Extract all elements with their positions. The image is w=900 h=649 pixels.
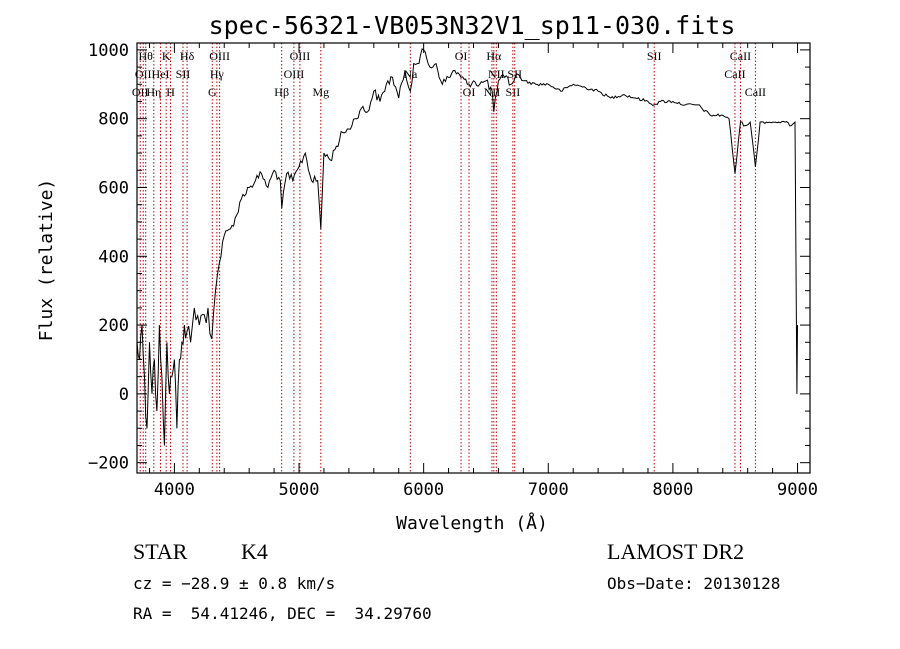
line-marker-label-23: SII	[507, 67, 522, 81]
y-tick-label-0: −200	[88, 454, 129, 474]
object-class: STAR	[133, 539, 188, 564]
survey-name: LAMOST DR2	[607, 539, 745, 564]
line-marker-label-24: SII	[647, 49, 662, 63]
y-tick-label-1: 0	[119, 385, 129, 405]
y-tick-label-6: 1000	[88, 41, 129, 61]
line-marker-label-2: Hθ	[139, 49, 154, 63]
x-axis-label: Wavelength (Å)	[396, 512, 548, 534]
x-tick-label-0: 4000	[154, 480, 195, 500]
line-marker-label-7: SII	[176, 67, 191, 81]
y-tick-label-3: 400	[98, 247, 129, 267]
object-subclass: K4	[241, 539, 268, 564]
coordinates-text: RA = 54.41246, DEC = 34.29760	[133, 604, 432, 623]
line-marker-label-0: OII	[132, 85, 149, 99]
y-axis-label: Flux (relative)	[36, 179, 57, 342]
line-marker-label-20: Hα	[486, 49, 502, 63]
line-marker-label-12: Hβ	[274, 85, 289, 99]
line-marker-label-25: CaII	[724, 67, 745, 81]
line-marker-label-14: OIII	[290, 49, 311, 63]
line-marker-label-9: G	[208, 85, 217, 99]
x-tick-label-5: 9000	[777, 480, 818, 500]
line-marker-label-6: H	[166, 85, 175, 99]
x-tick-label-4: 8000	[652, 480, 693, 500]
x-tick-label-3: 7000	[528, 480, 569, 500]
y-tick-label-2: 200	[98, 316, 129, 336]
axes: 4000 5000 6000 7000 8000 9000 −200 0 200 400 600 80…	[88, 41, 818, 500]
line-marker-label-18: OI	[463, 85, 476, 99]
chart-title: spec-56321-VB053N32V1_sp11-030.fits	[209, 11, 736, 40]
line-marker-label-26: CaII	[730, 49, 751, 63]
line-marker-label-17: OI	[455, 49, 468, 63]
line-marker-label-11: OIII	[209, 49, 230, 63]
emission-line-markers: OIIOIIHθHηHeIKHSIIHδGHγOIIIHβOIIIOIIIMgN…	[132, 43, 766, 473]
line-marker-label-16: Na	[403, 67, 418, 81]
line-marker-label-10: Hγ	[210, 67, 225, 81]
line-marker-label-15: Mg	[312, 85, 329, 99]
line-marker-label-27: CaII	[745, 85, 766, 99]
y-tick-label-4: 600	[98, 178, 129, 198]
line-marker-label-4: HeI	[152, 67, 170, 81]
x-tick-label-1: 5000	[279, 480, 320, 500]
plot-frame	[136, 42, 811, 474]
line-marker-label-22: SII	[506, 85, 521, 99]
plot-area	[136, 48, 798, 446]
y-tick-label-5: 800	[98, 110, 129, 130]
line-marker-label-3: Hη	[146, 85, 161, 99]
line-marker-label-13: OIII	[284, 67, 305, 81]
line-marker-label-1: OII	[135, 67, 152, 81]
line-marker-label-5: K	[162, 49, 171, 63]
obs-date-text: Obs−Date: 20130128	[607, 574, 781, 593]
spectrum-line-0	[136, 48, 798, 446]
x-tick-label-2: 6000	[403, 480, 444, 500]
redshift-text: cz = −28.9 ± 0.8 km/s	[133, 574, 336, 593]
line-marker-label-21: NII	[488, 67, 505, 81]
line-marker-label-8: Hδ	[180, 49, 195, 63]
